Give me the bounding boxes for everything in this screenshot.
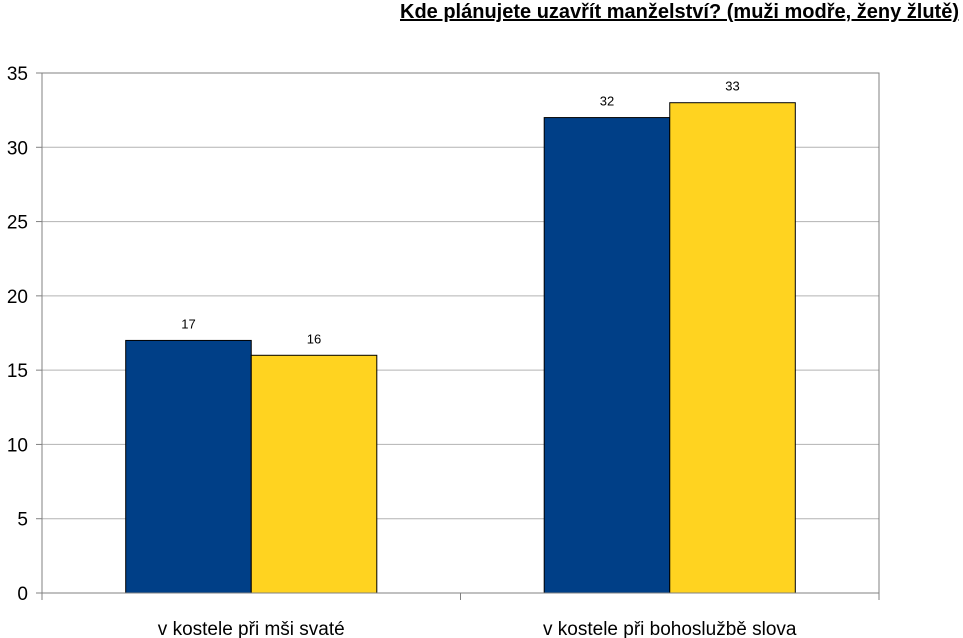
bar [125,339,252,594]
y-tick-label: 35 [7,64,28,85]
y-axis-tick-labels: 0 5 10 15 20 25 30 35 [7,64,42,605]
data-label: 17 [181,316,195,331]
data-labels: 17 16 32 33 [181,79,740,347]
bars [125,102,796,594]
bar [250,354,378,594]
y-tick-label: 10 [7,435,28,456]
data-label: 16 [307,331,321,346]
y-tick-label: 0 [17,584,28,605]
x-axis-category-labels: v kostele při mši svaté v kostele při boh… [41,593,880,638]
y-tick-label: 20 [7,287,28,308]
y-tick-label: 5 [17,510,28,531]
chart-title: Kde plánujete uzavřít manželství? (muži … [400,1,959,23]
x-category-label: v kostele při mši svaté [158,619,345,638]
y-tick-label: 30 [7,138,28,159]
data-label: 33 [725,79,739,94]
bar [543,117,671,594]
x-category-label: v kostele při bohoslužbě slova [543,619,797,638]
bar [669,102,796,594]
data-label: 32 [600,94,614,109]
y-tick-label: 25 [7,213,28,234]
y-tick-label: 15 [7,361,28,382]
